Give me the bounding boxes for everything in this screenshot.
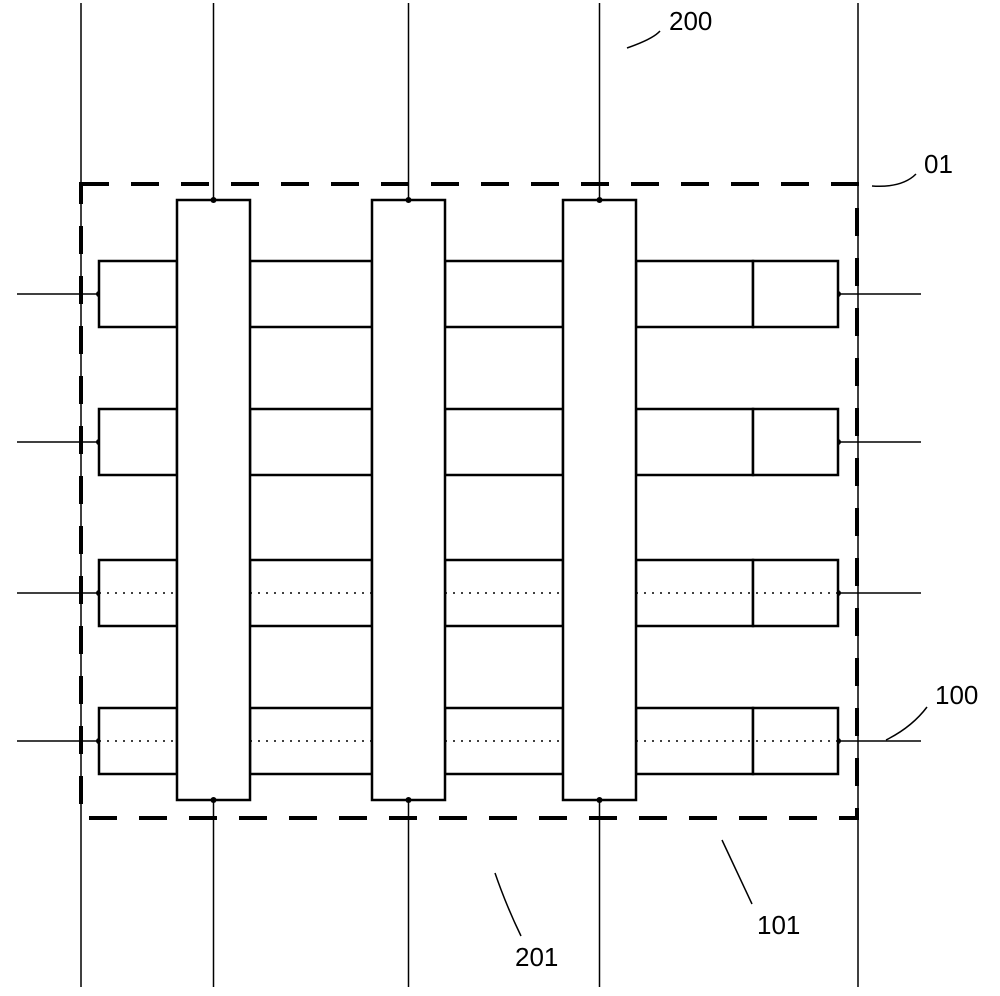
label-100: 100: [935, 680, 978, 711]
label-201: 201: [515, 942, 558, 973]
diagram-svg: [0, 0, 1000, 996]
diagram-canvas: 200 01 100 101 201: [0, 0, 1000, 996]
label-01: 01: [924, 149, 953, 180]
label-200: 200: [669, 6, 712, 37]
label-101: 101: [757, 910, 800, 941]
